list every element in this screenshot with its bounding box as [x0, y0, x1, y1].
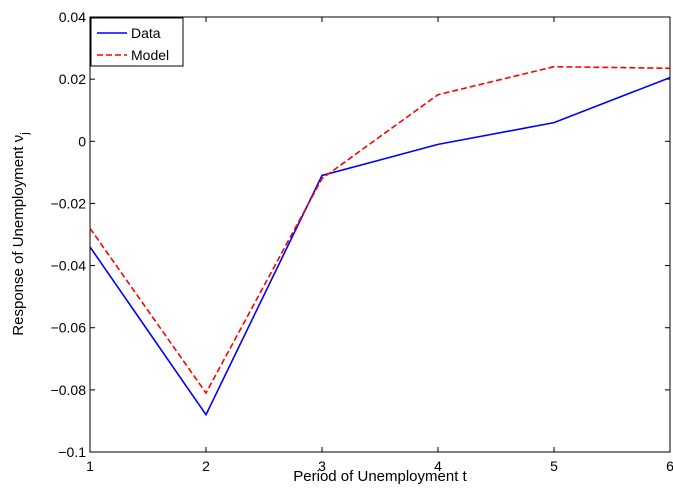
y-tick-label: −0.1: [58, 444, 86, 460]
x-tick-label: 6: [666, 458, 673, 474]
series-line-model: [89, 65, 671, 395]
legend: Data Model: [90, 17, 184, 67]
y-axis-label-main: Response of Unemployment ν: [10, 135, 27, 336]
plot-area: [89, 16, 671, 453]
tick-labels: 1 2 3 4 5 6 −0.1 −0.08 −0.06 −0.04 −0.02 0 0.02 0.04: [51, 9, 673, 474]
legend-label-model: Model: [131, 47, 169, 63]
x-tick-label: 4: [434, 458, 442, 474]
y-tick-label: −0.02: [51, 195, 87, 211]
y-axis-label: Response of Unemployment νj: [10, 132, 31, 335]
y-tick-label: −0.06: [51, 320, 87, 336]
y-tick-label: 0: [78, 133, 86, 149]
x-tick-label: 5: [550, 458, 558, 474]
x-tick-label: 3: [318, 458, 326, 474]
axis-ticks: [89, 16, 671, 453]
legend-box: [90, 17, 184, 67]
x-tick-label: 2: [202, 458, 210, 474]
x-axis-label: Period of Unemployment t: [293, 468, 467, 485]
y-tick-label: −0.04: [51, 258, 87, 274]
x-tick-label: 1: [86, 458, 94, 474]
series-lines: [89, 65, 671, 417]
series-line-data: [89, 76, 671, 417]
y-tick-label: 0.02: [59, 71, 86, 87]
y-axis-label-subscript: j: [19, 132, 31, 135]
legend-label-data: Data: [131, 25, 161, 41]
y-tick-label: 0.04: [59, 9, 86, 25]
y-tick-label: −0.08: [51, 382, 87, 398]
